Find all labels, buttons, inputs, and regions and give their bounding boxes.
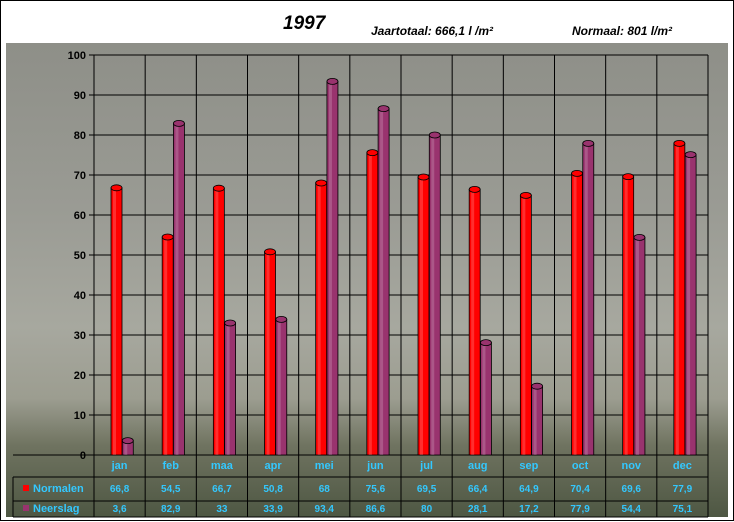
bar-normalen [161,233,174,456]
legend-label-neerslag: Neerslag [33,503,79,515]
table-cell-normalen: 68 [319,484,331,495]
bar-neerslag [428,131,441,456]
y-tick-label: 50 [74,250,86,262]
table-cell-neerslag: 80 [421,504,433,515]
table-cell-neerslag: 82,9 [161,504,181,515]
bar-normalen [468,185,481,456]
category-label: apr [265,460,283,472]
category-label: aug [468,460,488,472]
table-cell-normalen: 77,9 [673,484,693,495]
bar-normalen [622,173,635,456]
category-label: feb [163,460,180,472]
table-cell-normalen: 64,9 [519,484,539,495]
bar-neerslag [224,319,237,456]
legend-label-normalen: Normalen [33,483,84,495]
category-label: sep [519,460,538,472]
y-tick-label: 0 [80,450,86,462]
y-tick-label: 70 [74,170,86,182]
table-cell-neerslag: 93,4 [315,504,335,515]
table-cell-neerslag: 86,6 [366,504,386,515]
bar-normalen [212,184,225,456]
bar-normalen [519,191,532,456]
bar-neerslag [633,233,646,456]
category-label: oct [572,460,589,472]
bar-neerslag [582,139,595,456]
category-label: jul [419,460,433,472]
table-cell-neerslag: 33 [216,504,228,515]
bar-normalen [264,248,276,456]
y-tick-label: 90 [74,90,86,102]
table-cell-normalen: 66,4 [468,484,488,495]
bar-neerslag [480,339,492,456]
y-tick-label: 80 [74,130,86,142]
legend-swatch-normalen [23,485,29,491]
normal-total-label: Normaal: 801 l/m² [572,24,673,38]
table-cell-neerslag: 3,6 [113,504,127,515]
y-tick-label: 20 [74,370,86,382]
y-tick-label: 40 [74,290,86,302]
table-cell-normalen: 50,8 [263,484,283,495]
y-tick-label: 30 [74,330,86,342]
table-cell-neerslag: 28,1 [468,504,488,515]
table-cell-normalen: 69,5 [417,484,437,495]
table-cell-normalen: 75,6 [366,484,386,495]
y-tick-label: 60 [74,210,86,222]
table-cell-neerslag: 33,9 [263,504,283,515]
bar-normalen [315,179,328,456]
legend-swatch-neerslag [23,505,29,511]
bar-normalen [571,169,583,456]
annual-total-label: Jaartotaal: 666,1 l /m² [371,24,494,38]
y-tick-label: 10 [74,410,86,422]
table-cell-normalen: 69,6 [622,484,642,495]
table-cell-neerslag: 75,1 [673,504,693,515]
category-label: nov [621,460,641,472]
chart-title: 1997 [283,13,326,34]
category-label: dec [673,460,692,472]
table-cell-normalen: 66,8 [110,484,130,495]
table-cell-normalen: 70,4 [570,484,590,495]
bar-neerslag [173,120,185,456]
table-cell-neerslag: 17,2 [519,504,539,515]
bar-neerslag [377,105,390,456]
bar-normalen [366,149,379,456]
bar-neerslag [684,151,697,456]
category-label: mei [315,460,334,472]
bar-normalen [110,184,123,456]
bar-normalen [673,139,686,456]
y-tick-label: 100 [68,50,86,62]
table-cell-normalen: 54,5 [161,484,181,495]
bar-normalen [417,173,430,456]
bar-neerslag [275,315,288,456]
table-cell-normalen: 66,7 [212,484,232,495]
bar-neerslag [326,78,339,456]
category-label: maa [211,460,234,472]
table-cell-neerslag: 54,4 [622,504,642,515]
category-label: jun [366,460,384,472]
bar-neerslag [121,437,134,456]
category-label: jan [111,460,128,472]
table-cell-neerslag: 77,9 [570,504,590,515]
bar-neerslag [531,382,544,456]
